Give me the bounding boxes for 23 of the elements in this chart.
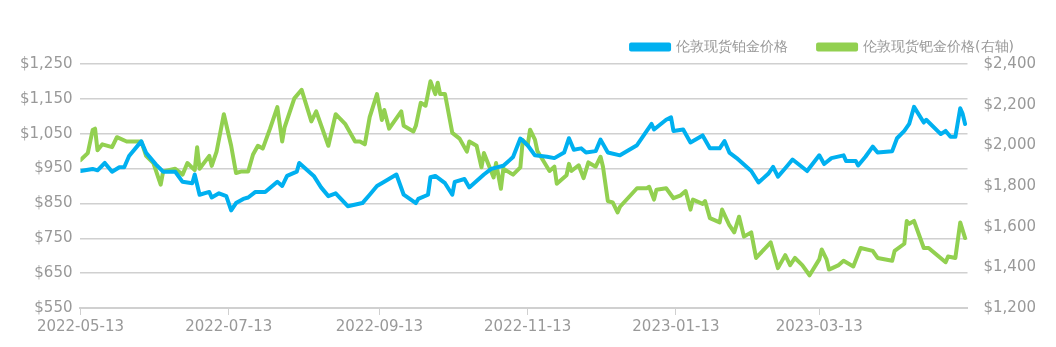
y2-tick-label: $1,600 [983, 216, 1037, 235]
y2-tick-label: $1,800 [983, 175, 1037, 194]
y-tick-label: $850 [34, 193, 73, 212]
x-tick-label: 2022-05-13 [36, 316, 125, 335]
y-tick-label: $1,050 [19, 123, 73, 142]
y2-tick-label: $2,000 [983, 135, 1037, 154]
y-tick-label: $550 [34, 297, 73, 316]
x-tick-label: 2022-09-13 [335, 316, 423, 335]
y2-tick-label: $2,400 [983, 53, 1037, 72]
x-tick-label: 2023-03-13 [775, 316, 863, 335]
y-tick-label: $1,150 [19, 88, 73, 107]
legend-label: 伦敦现货铂金价格 [676, 37, 789, 54]
legend-label: 伦敦现货钯金价格(右轴) [863, 37, 1015, 54]
x-tick-label: 2022-11-13 [484, 316, 572, 335]
y2-tick-label: $1,400 [983, 257, 1037, 276]
y-tick-label: $650 [34, 263, 73, 282]
y-tick-label: $750 [34, 228, 73, 247]
y2-tick-label: $1,200 [983, 297, 1037, 316]
y-tick-label: $1,250 [19, 53, 73, 72]
x-tick-label: 2022-07-13 [185, 316, 273, 335]
y-tick-label: $950 [34, 158, 73, 177]
x-tick-label: 2023-01-13 [632, 316, 720, 335]
y2-tick-label: $2,200 [983, 94, 1037, 113]
